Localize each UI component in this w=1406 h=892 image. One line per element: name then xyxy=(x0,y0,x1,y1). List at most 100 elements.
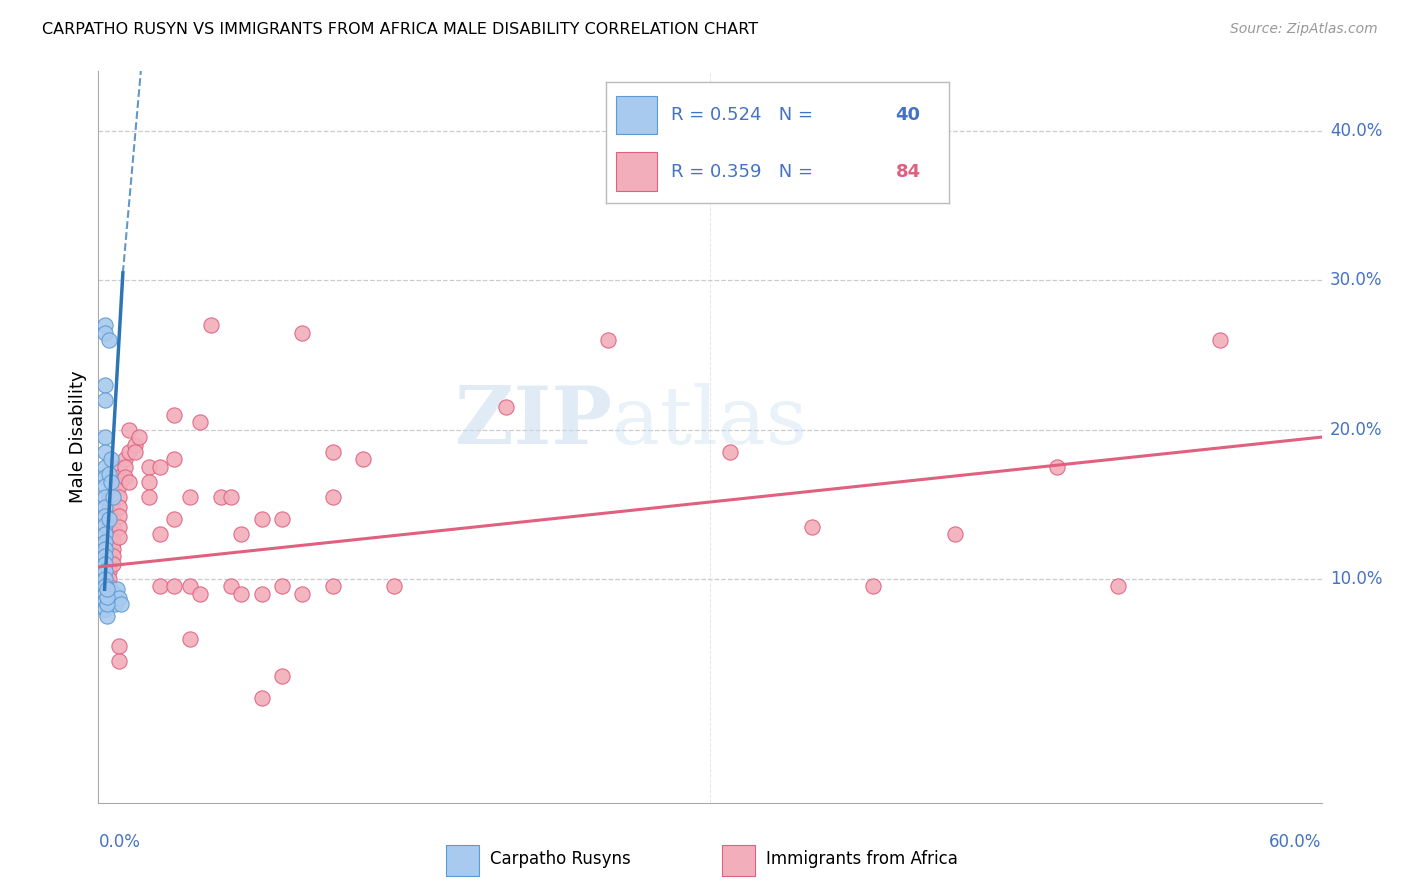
Point xyxy=(93,572,115,586)
Point xyxy=(101,490,124,504)
Point xyxy=(97,549,120,564)
Text: CARPATHO RUSYN VS IMMIGRANTS FROM AFRICA MALE DISABILITY CORRELATION CHART: CARPATHO RUSYN VS IMMIGRANTS FROM AFRICA… xyxy=(42,22,758,37)
Point xyxy=(101,494,124,508)
Point xyxy=(93,500,115,515)
Text: 60.0%: 60.0% xyxy=(1270,833,1322,851)
Point xyxy=(97,509,120,524)
Point xyxy=(93,557,115,571)
Point xyxy=(93,430,115,444)
Point xyxy=(179,632,201,646)
Point xyxy=(96,582,118,597)
Point xyxy=(250,691,273,706)
Point xyxy=(101,549,124,564)
Point xyxy=(163,452,186,467)
Point xyxy=(149,459,172,474)
Text: ZIP: ZIP xyxy=(456,384,612,461)
Point xyxy=(97,572,120,586)
Point xyxy=(101,503,124,517)
Point xyxy=(108,654,131,668)
Text: 0.0%: 0.0% xyxy=(98,833,141,851)
Point xyxy=(93,565,115,579)
Point xyxy=(104,597,127,611)
Point xyxy=(96,590,118,604)
Point xyxy=(97,490,120,504)
Point xyxy=(718,445,742,459)
Point xyxy=(100,452,122,467)
Point xyxy=(97,565,120,579)
Point xyxy=(97,333,120,347)
Point xyxy=(97,512,120,526)
Point xyxy=(114,470,136,484)
Point xyxy=(93,392,115,407)
Point xyxy=(138,475,160,489)
Point xyxy=(93,445,115,459)
Point xyxy=(108,639,131,653)
Point xyxy=(188,587,212,601)
Point xyxy=(138,490,160,504)
Point xyxy=(862,579,884,593)
Point xyxy=(93,549,115,564)
Point xyxy=(93,601,115,615)
Point xyxy=(97,534,120,549)
Point xyxy=(250,512,273,526)
Point xyxy=(108,509,131,524)
Point xyxy=(943,527,966,541)
Point xyxy=(97,542,120,557)
Point xyxy=(495,401,517,415)
Point xyxy=(93,326,115,340)
Point xyxy=(291,326,314,340)
Point xyxy=(231,527,253,541)
Point xyxy=(200,318,222,332)
Point xyxy=(1209,333,1232,347)
Point xyxy=(93,542,115,557)
Point xyxy=(231,587,253,601)
Point xyxy=(270,669,294,683)
Point xyxy=(179,579,201,593)
Point xyxy=(93,509,115,524)
Text: 20.0%: 20.0% xyxy=(1330,421,1382,439)
Point xyxy=(93,527,115,541)
Text: 40.0%: 40.0% xyxy=(1330,122,1382,140)
Point xyxy=(101,485,124,500)
Point xyxy=(93,594,115,608)
Point xyxy=(93,470,115,484)
Point xyxy=(93,534,115,549)
Point xyxy=(108,530,131,544)
Point xyxy=(118,445,141,459)
Point xyxy=(270,579,294,593)
Point xyxy=(93,601,115,615)
Point xyxy=(93,490,115,504)
Point xyxy=(114,452,136,467)
Point xyxy=(93,518,115,533)
Point xyxy=(352,452,374,467)
Point xyxy=(101,519,124,533)
Text: 10.0%: 10.0% xyxy=(1330,570,1382,588)
Point xyxy=(138,459,160,474)
Point xyxy=(105,582,128,597)
Point xyxy=(163,579,186,593)
Point xyxy=(110,597,132,611)
Point xyxy=(124,445,146,459)
Point xyxy=(270,512,294,526)
Point xyxy=(101,475,124,489)
Point xyxy=(100,475,122,489)
Point xyxy=(96,597,118,611)
Point xyxy=(101,527,124,541)
Point xyxy=(291,587,314,601)
Point xyxy=(93,534,115,549)
Point xyxy=(108,490,131,504)
Point xyxy=(108,519,131,533)
Point xyxy=(219,490,242,504)
Point xyxy=(97,518,120,533)
Text: Source: ZipAtlas.com: Source: ZipAtlas.com xyxy=(1230,22,1378,37)
Point xyxy=(124,437,146,451)
Point xyxy=(118,475,141,489)
Point xyxy=(188,415,212,429)
Point xyxy=(108,479,131,493)
Text: atlas: atlas xyxy=(612,384,807,461)
Point xyxy=(97,527,120,541)
Point xyxy=(97,579,120,593)
Point xyxy=(101,557,124,571)
Point xyxy=(382,579,405,593)
Point xyxy=(93,587,115,601)
